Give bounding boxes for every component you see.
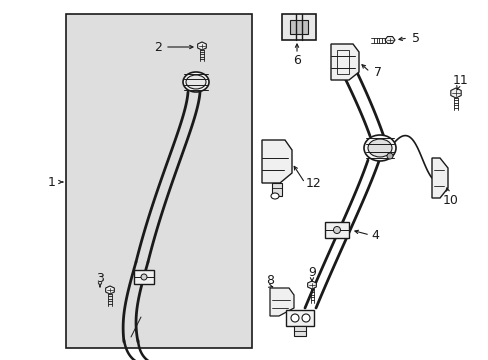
Text: 8: 8: [265, 274, 273, 287]
Polygon shape: [197, 42, 206, 50]
Polygon shape: [384, 36, 394, 44]
Polygon shape: [307, 281, 316, 289]
Text: 12: 12: [305, 176, 321, 189]
Text: 3: 3: [96, 271, 104, 284]
Ellipse shape: [290, 314, 298, 322]
Text: 10: 10: [442, 194, 458, 207]
Polygon shape: [282, 14, 315, 40]
Polygon shape: [431, 158, 447, 198]
Text: 9: 9: [307, 266, 315, 279]
Ellipse shape: [363, 135, 395, 161]
Text: 5: 5: [411, 32, 419, 45]
Polygon shape: [269, 288, 293, 316]
Text: 11: 11: [452, 73, 468, 86]
Bar: [66, 14, 251, 348]
Ellipse shape: [333, 226, 340, 234]
Bar: [134, 270, 154, 284]
Polygon shape: [262, 140, 291, 183]
Polygon shape: [285, 310, 313, 326]
Ellipse shape: [302, 314, 309, 322]
Polygon shape: [330, 44, 358, 80]
Polygon shape: [289, 20, 307, 34]
Text: 7: 7: [373, 66, 381, 78]
Polygon shape: [105, 286, 114, 294]
Text: 6: 6: [292, 54, 300, 67]
Ellipse shape: [270, 193, 279, 199]
Text: 2: 2: [154, 41, 162, 54]
Ellipse shape: [367, 139, 391, 157]
Text: 4: 4: [370, 229, 378, 242]
Bar: [325, 222, 348, 238]
Polygon shape: [271, 183, 282, 196]
Ellipse shape: [183, 72, 208, 92]
Text: 1: 1: [48, 176, 56, 189]
Ellipse shape: [386, 153, 392, 159]
Ellipse shape: [141, 274, 147, 280]
Polygon shape: [293, 326, 305, 336]
Ellipse shape: [185, 75, 205, 89]
Polygon shape: [450, 88, 460, 98]
